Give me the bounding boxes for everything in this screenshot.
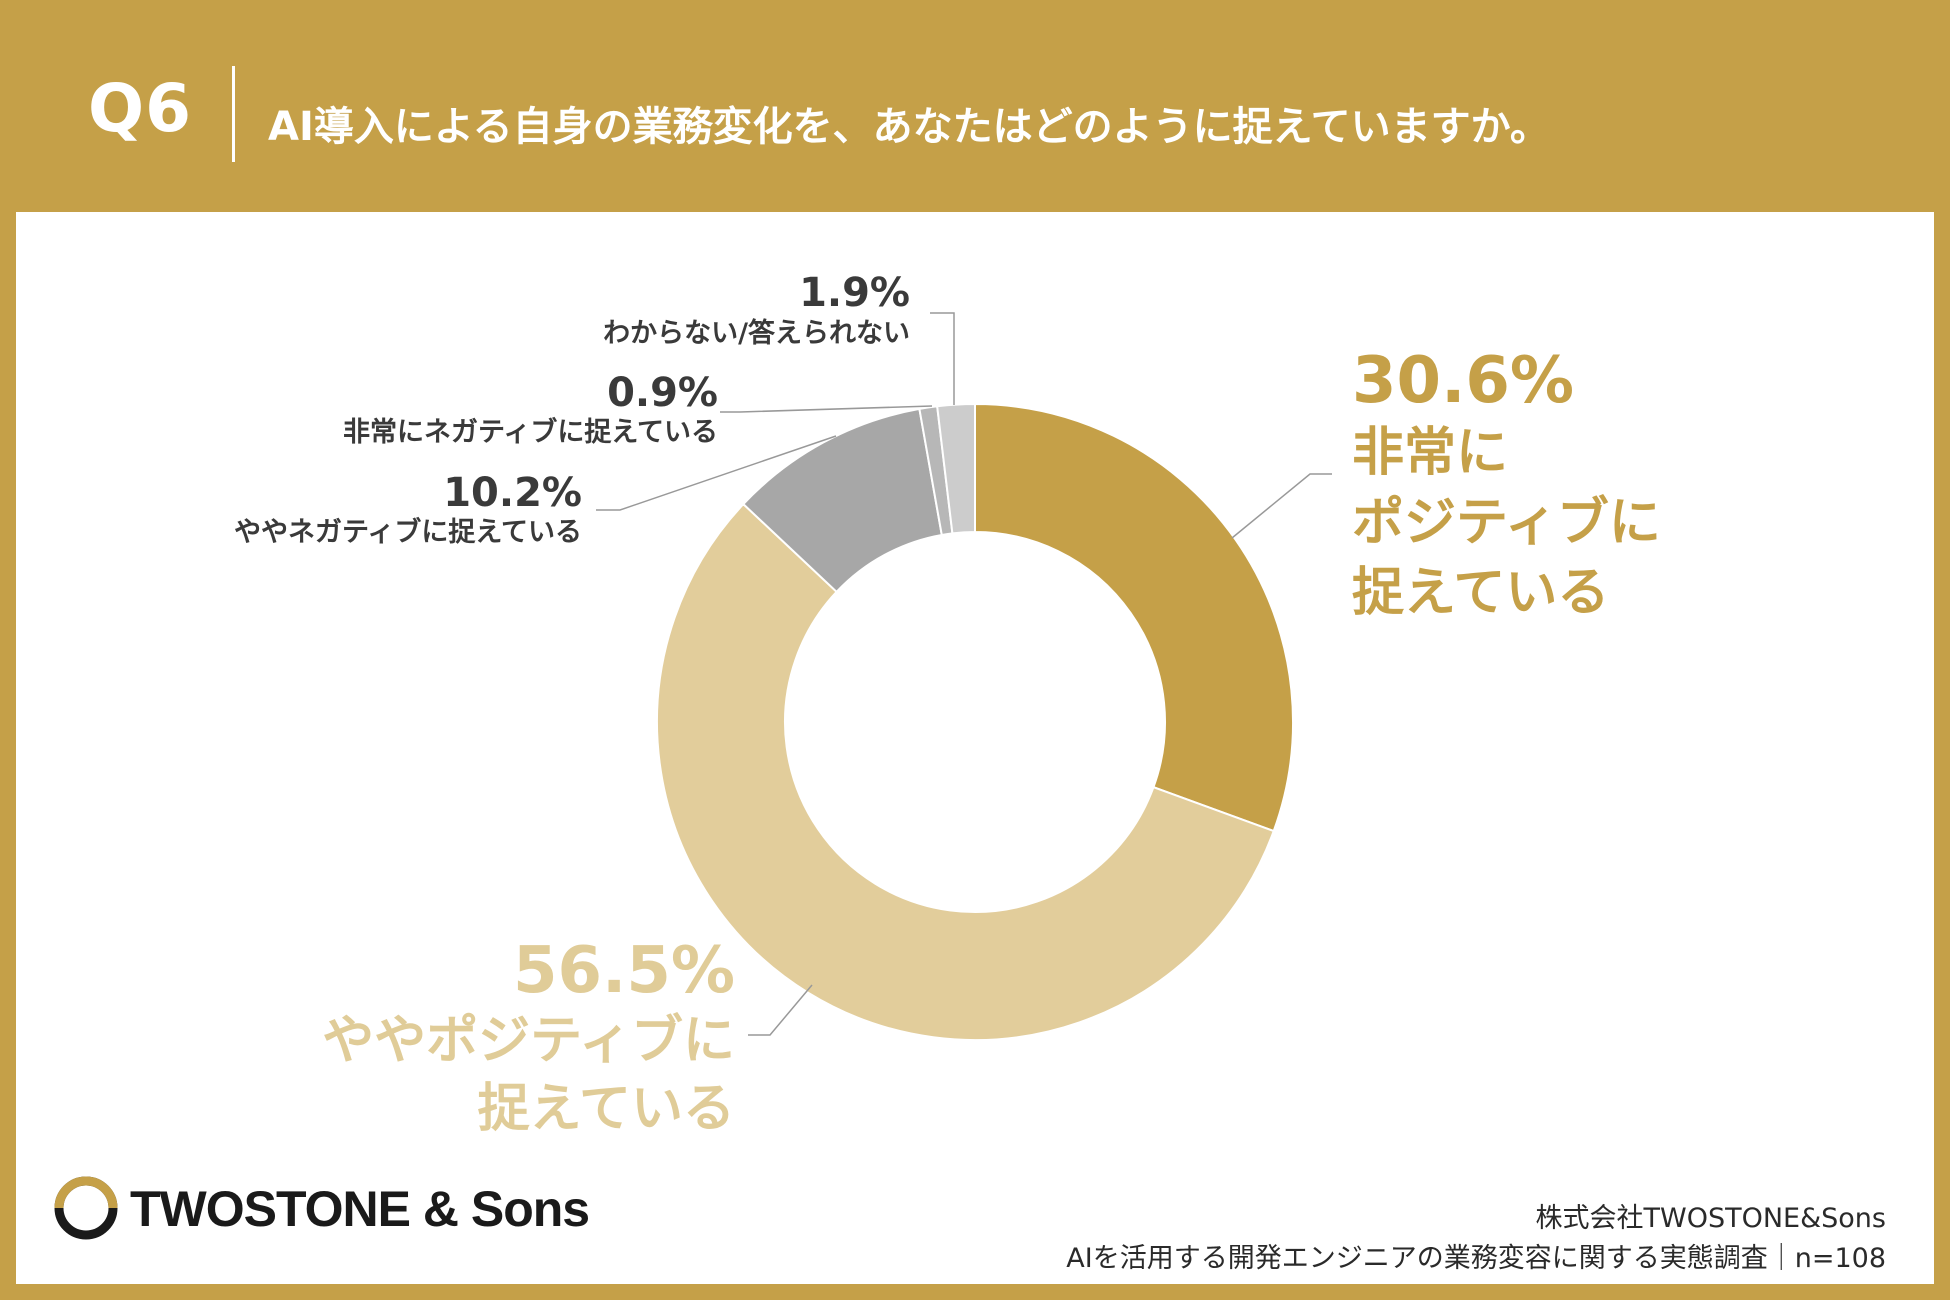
- question-text: AI導入による自身の業務変化を、あなたはどのように捉えていますか。: [268, 104, 1550, 150]
- brand-logo-icon: [54, 1176, 118, 1240]
- chart-panel: [16, 212, 1934, 1284]
- leader-line-very-positive: [1231, 473, 1332, 539]
- question-number: Q6: [88, 70, 193, 147]
- slice-dont-know: [936, 402, 976, 535]
- pct-very-negative: 0.9%: [607, 370, 718, 416]
- leader-line-dont-know: [930, 312, 955, 405]
- pct-dont-know: 1.9%: [799, 270, 910, 316]
- pct-very-positive: 30.6%: [1352, 344, 1574, 418]
- slice-group: [656, 402, 1294, 1041]
- pct-somewhat-negative: 10.2%: [443, 470, 582, 516]
- header: Q6 AI導入による自身の業務変化を、あなたはどのように捉えていますか。: [0, 0, 1950, 210]
- label-very-positive-line3: 捉えている: [1352, 563, 1609, 623]
- leader-line-somewhat-positive: [748, 984, 813, 1036]
- footer-company: 株式会社TWOSTONE&Sons: [1535, 1203, 1886, 1234]
- label-very-negative: 非常にネガティブに捉えている: [343, 416, 718, 448]
- slice-very-positive: [974, 402, 1294, 833]
- label-somewhat-negative: ややネガティブに捉えている: [234, 516, 582, 548]
- leader-line-very-negative: [720, 405, 933, 413]
- label-somewhat-positive-line2: 捉えている: [478, 1079, 735, 1139]
- label-very-positive-line2: ポジティブに: [1352, 493, 1661, 553]
- pct-somewhat-positive: 56.5%: [513, 934, 735, 1008]
- header-divider: [232, 66, 235, 162]
- brand-name: TWOSTONE & Sons: [130, 1181, 590, 1237]
- label-dont-know: わからない/答えられない: [603, 317, 910, 349]
- label-very-positive-line1: 非常に: [1352, 423, 1508, 483]
- label-somewhat-positive-line1: ややポジティブに: [322, 1011, 735, 1071]
- leader-line-somewhat-negative: [596, 435, 837, 511]
- slice-somewhat-positive: [656, 502, 1276, 1041]
- footer-survey: AIを活用する開発エンジニアの業務変容に関する実態調査｜n=108: [1066, 1243, 1886, 1274]
